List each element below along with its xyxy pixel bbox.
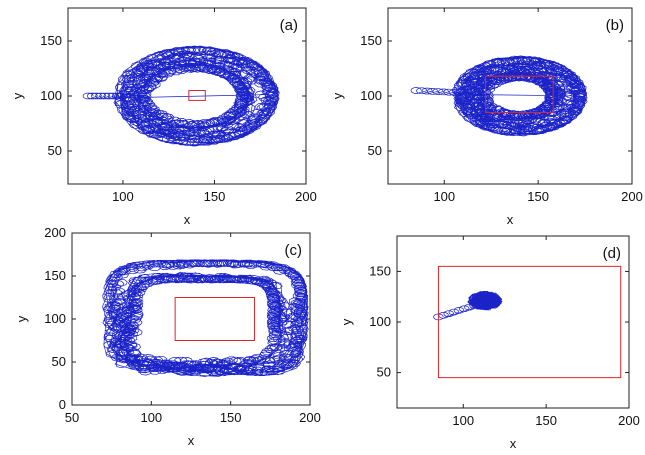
y-axis-label: y [330,92,345,99]
y-tick-label: 100 [369,314,391,329]
panel-d: 100 150 200 50 100 150 x y (d) [339,235,640,451]
x-tick-label: 200 [621,189,643,204]
panel-label: (d) [603,245,621,262]
y-tick-label: 150 [369,263,391,278]
x-tick-label: 200 [618,413,640,428]
y-axis-label: y [14,315,29,322]
trajectory-path [433,291,503,321]
target-rectangle [188,90,206,101]
y-axis-label: y [10,92,25,99]
x-tick-label: 100 [112,189,134,204]
x-axis-label: x [507,212,514,227]
panel-a: 100 150 200 50 100 150 x y (a) [10,7,317,227]
x-tick-label: 150 [204,189,226,204]
y-tick-label: 100 [40,88,62,103]
x-axis-label: x [184,212,191,227]
trajectory-path [82,45,280,147]
panel-b: 100 150 200 50 100 150 x y (b) [330,7,643,227]
y-tick-label: 100 [44,311,66,326]
y-tick-label: 0 [59,397,66,412]
plot-frame [396,235,630,409]
y-tick-label: 50 [48,143,62,158]
plot-frame [387,7,633,185]
x-tick-label: 150 [220,410,242,425]
x-tick-label: 100 [433,189,455,204]
panel-label: (b) [606,17,624,34]
y-axis-label: y [339,318,354,325]
x-axis-label: x [510,436,517,451]
y-tick-label: 150 [40,33,62,48]
x-tick-label: 50 [65,410,79,425]
x-axis-label: x [188,433,195,448]
x-tick-label: 150 [535,413,557,428]
trajectory-path [102,259,309,377]
y-tick-label: 50 [368,143,382,158]
y-tick-label: 50 [52,354,66,369]
target-rectangle [437,265,622,379]
x-tick-label: 200 [299,410,321,425]
target-rectangle [174,297,255,341]
target-rectangle [485,75,554,113]
x-tick-label: 150 [527,189,549,204]
panel-label: (c) [285,242,303,259]
y-tick-label: 100 [360,88,382,103]
x-tick-label: 100 [452,413,474,428]
x-tick-label: 100 [140,410,162,425]
y-tick-label: 150 [360,33,382,48]
x-tick-label: 200 [295,189,317,204]
panel-label: (a) [280,17,298,34]
trajectory-path [410,55,588,137]
y-tick-label: 50 [377,365,391,380]
y-tick-label: 200 [44,225,66,240]
y-tick-label: 150 [44,268,66,283]
